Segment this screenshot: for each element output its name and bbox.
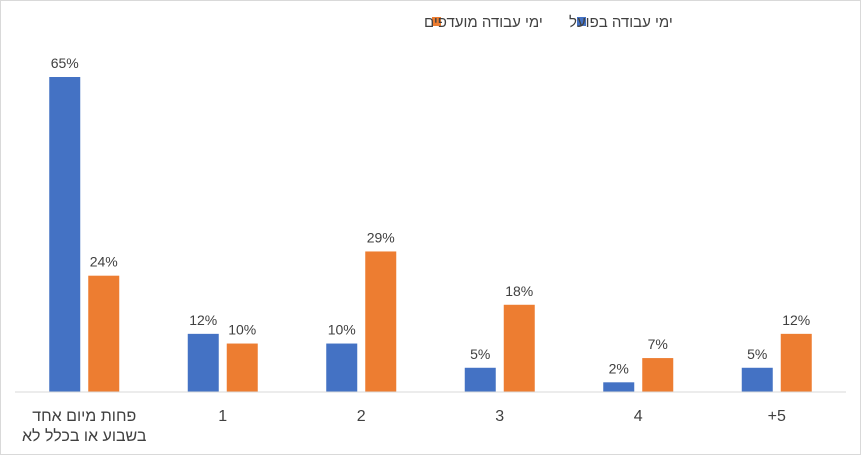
legend-actual-swatch (577, 17, 586, 26)
bar-actual-4 (603, 382, 635, 392)
bar-actual-3 (464, 367, 496, 392)
value-label-actual-3: 5% (470, 346, 490, 362)
bar-actual-1 (187, 333, 219, 392)
category-labels: פחות מיום אחד בשבוע או בכלל לא 1 2 3 4 5+ (22, 408, 786, 445)
category-label-0: פחות מיום אחד בשבוע או בכלל לא (22, 408, 147, 445)
value-label-preferred-5: 12% (782, 312, 810, 328)
bar-preferred-2 (365, 251, 397, 392)
legend: ימי עבודה בפועל ימי עבודה מועדפים (424, 14, 673, 31)
value-labels: 65% 24% 12% 10% 10% 29% 5% 18% 2% 7% 5% 12% (51, 55, 811, 376)
value-label-actual-4: 2% (609, 360, 629, 376)
value-label-preferred-2: 29% (367, 229, 395, 245)
category-label-4: 4 (634, 408, 643, 425)
legend-preferred-label: ימי עבודה מועדפים (424, 14, 543, 31)
bar-preferred-4 (642, 358, 674, 392)
bar-actual-5 (741, 367, 773, 392)
bar-preferred-1 (226, 343, 258, 392)
bar-preferred-5 (780, 333, 812, 392)
value-label-actual-2: 10% (328, 322, 356, 338)
value-label-preferred-1: 10% (228, 322, 256, 338)
category-label-1: 1 (218, 408, 227, 425)
bar-preferred-3 (503, 304, 535, 392)
value-label-preferred-0: 24% (90, 254, 118, 270)
value-label-actual-0: 65% (51, 55, 79, 71)
legend-actual-label: ימי עבודה בפועל (569, 14, 673, 31)
category-label-3: 3 (495, 408, 504, 425)
bar-actual-2 (326, 343, 358, 392)
bar-actual-0 (49, 77, 81, 392)
value-label-preferred-4: 7% (648, 336, 668, 352)
legend-preferred-swatch (432, 17, 441, 26)
bars (49, 77, 812, 392)
value-label-actual-1: 12% (189, 312, 217, 328)
category-label-5: 5+ (768, 408, 786, 425)
bar-preferred-0 (88, 275, 120, 392)
category-label-2: 2 (357, 408, 366, 425)
value-label-preferred-3: 18% (505, 283, 533, 299)
value-label-actual-5: 5% (747, 346, 767, 362)
